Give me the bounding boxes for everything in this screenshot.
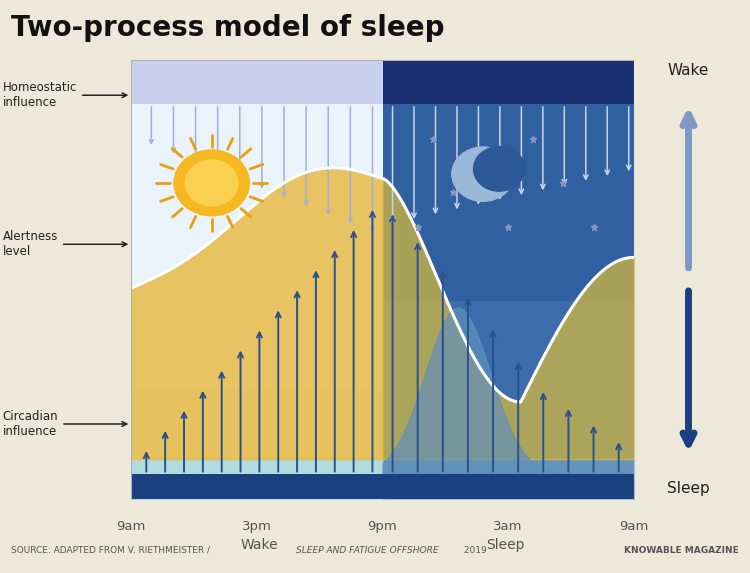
Text: Alertness
level: Alertness level [3,230,127,258]
Circle shape [473,147,525,191]
Text: Homeostatic
influence: Homeostatic influence [3,81,127,109]
Bar [382,301,634,499]
Bar [382,60,634,104]
Text: 9pm: 9pm [368,520,398,533]
Text: 3pm: 3pm [242,520,272,533]
Text: Wake: Wake [668,62,710,78]
Bar [131,474,634,499]
Text: SOURCE: ADAPTED FROM V. RIETHMEISTER /: SOURCE: ADAPTED FROM V. RIETHMEISTER / [11,546,213,555]
Text: Wake: Wake [241,537,278,552]
Text: Two-process model of sleep: Two-process model of sleep [11,14,445,42]
Text: Sleep: Sleep [668,481,710,496]
Text: Circadian
influence: Circadian influence [3,410,127,438]
Text: KNOWABLE MAGAZINE: KNOWABLE MAGAZINE [624,546,739,555]
FancyBboxPatch shape [150,532,369,557]
Circle shape [452,147,514,201]
Bar [131,389,382,499]
Text: 3am: 3am [494,520,523,533]
Circle shape [174,150,249,216]
FancyBboxPatch shape [396,532,615,557]
Text: SLEEP AND FATIGUE OFFSHORE: SLEEP AND FATIGUE OFFSHORE [296,546,439,555]
Circle shape [185,160,238,206]
Bar [382,60,634,499]
Text: 2019: 2019 [461,546,487,555]
Text: 9am: 9am [619,520,649,533]
Bar [131,60,382,499]
Bar [131,60,382,104]
Text: 9am: 9am [116,520,146,533]
Text: Sleep: Sleep [486,537,525,552]
